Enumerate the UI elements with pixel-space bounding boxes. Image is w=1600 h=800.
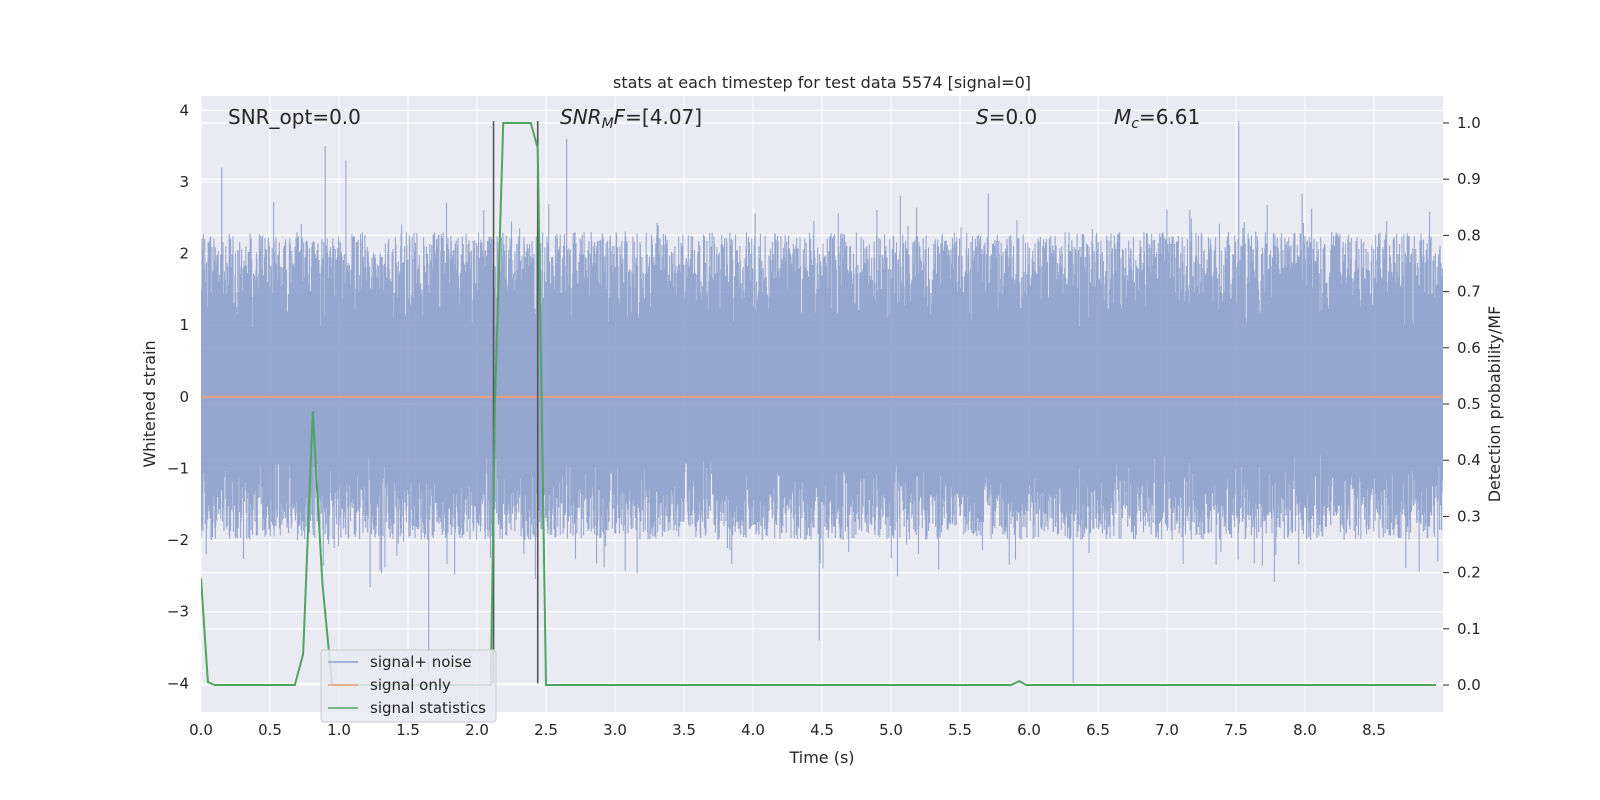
y2-tick-label: 0.7 [1457,283,1481,301]
annotation-mc-sub: c [1131,116,1139,132]
x-tick-label: 8.5 [1362,721,1386,739]
y-tick-label: 1 [179,316,189,334]
x-tick-label: 3.0 [603,721,627,739]
legend: signal+ noise signal only signal statist… [320,649,497,723]
y-axis-label: Whitened strain [140,340,159,467]
x-tick-label: 6.5 [1086,721,1110,739]
signal-statistics-series [201,121,1437,687]
signal-noise-series [201,121,1443,684]
legend-label-signal-noise: signal+ noise [370,653,472,671]
y2-tick-label: 0.9 [1457,170,1481,188]
annotation-snr-mf-sub: M [602,116,614,132]
y2-axis-label: Detection probability/MF [1485,306,1504,503]
y-tick-label: 0 [179,388,189,406]
annotation-snr-mf-value: =[4.07] [625,105,702,129]
y-tick-label: −4 [167,674,189,692]
legend-label-signal-only: signal only [370,676,451,694]
annotation-s-value: =0.0 [989,105,1038,129]
signal-statistics-line [201,121,1437,687]
x-tick-label: 6.0 [1017,721,1041,739]
y-tick-label: −1 [167,459,189,477]
annotation-mc-value: =6.61 [1139,105,1200,129]
vertical-markers [492,121,539,684]
x-tick-label: 4.0 [741,721,765,739]
x-tick-label: 0.5 [258,721,282,739]
x-tick-label: 2.5 [534,721,558,739]
legend-box [320,649,497,723]
y2-tick-label: 0.6 [1457,339,1481,357]
y2-tick-label: 0.5 [1457,395,1481,413]
x-tick-label: 1.5 [396,721,420,739]
annotation-snr-mf-main: SNR [560,105,602,129]
annotation-mc-main: M [1114,105,1131,129]
x-tick-label: 3.5 [672,721,696,739]
x-axis-label: Time (s) [788,748,854,767]
annotation-snr-opt: SNR_opt=0.0 [228,105,361,129]
y-tick-label: 3 [179,173,189,191]
x-tick-label: 7.0 [1155,721,1179,739]
y2-tick-label: 0.4 [1457,451,1481,469]
y2-tick-label: 0.1 [1457,620,1481,638]
legend-label-signal-statistics: signal statistics [370,699,486,717]
annotation-mc: Mc=6.61 [1114,105,1200,132]
annotation-snr-mf-italic: F [614,105,626,129]
annotation-snr-mf: SNRMF=[4.07] [560,105,702,132]
x-axis-ticks: 0.0 0.5 1.0 1.5 2.0 2.5 3.0 3.5 4.0 4.5 5.0 5.5 6.0 6… [189,721,1386,739]
x-tick-label: 5.5 [948,721,972,739]
x-tick-label: 8.0 [1293,721,1317,739]
signal-noise-trace [201,121,1443,684]
x-tick-label: 1.0 [327,721,351,739]
y-tick-label: −2 [167,531,189,549]
x-tick-label: 7.5 [1224,721,1248,739]
annotation-s: S=0.0 [976,105,1037,129]
x-tick-label: 4.5 [810,721,834,739]
x-tick-label: 0.0 [189,721,213,739]
y2-tick-label: 0.8 [1457,226,1481,244]
y-axis-ticks: 4 3 2 1 0 −1 −2 −3 −4 [167,101,189,692]
annotation-s-italic: S [976,105,989,129]
y2-tick-label: 0.3 [1457,507,1481,525]
y-tick-label: 2 [179,245,189,263]
x-tick-label: 5.0 [879,721,903,739]
y2-tick-label: 0.0 [1457,676,1481,694]
x-tick-label: 2.0 [465,721,489,739]
y2-axis-ticks: 1.0 0.9 0.8 0.7 0.6 0.5 0.4 0.3 0.2 0.1 0.0 [1443,114,1481,694]
y2-tick-label: 1.0 [1457,114,1481,132]
y-tick-label: −3 [167,603,189,621]
chart-title: stats at each timestep for test data 557… [613,73,1031,92]
y2-tick-label: 0.2 [1457,564,1481,582]
y-tick-label: 4 [179,101,189,119]
